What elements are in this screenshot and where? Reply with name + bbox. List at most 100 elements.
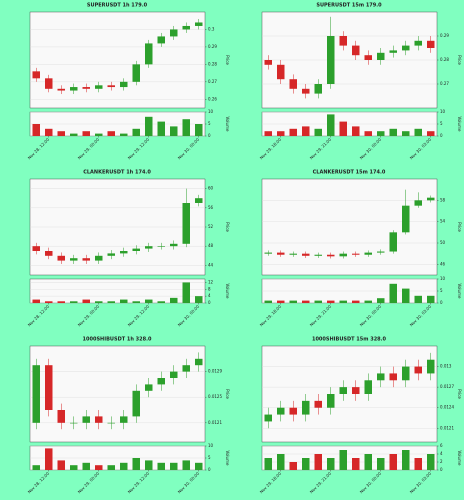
- volume-bar: [107, 301, 115, 303]
- volume-bar: [377, 131, 385, 136]
- volume-bar: [120, 299, 128, 303]
- candle-body: [95, 85, 103, 89]
- price-plot-area: [29, 11, 206, 109]
- volume-bar: [339, 450, 347, 470]
- volume-bar: [289, 128, 297, 136]
- candle-body: [264, 252, 272, 254]
- candle-body: [314, 400, 322, 408]
- candle-body: [302, 253, 310, 256]
- volume-bar: [107, 131, 115, 136]
- x-tick-label: Nov 29, 21:00: [309, 304, 333, 328]
- volume-bar: [157, 462, 165, 470]
- volume-bar: [327, 300, 335, 303]
- candle-body: [414, 366, 422, 374]
- candle-body: [327, 36, 335, 84]
- candle-body: [195, 22, 203, 26]
- volume-bar: [402, 450, 410, 470]
- candle-body: [402, 205, 410, 233]
- y-tick-label: 0.29: [440, 33, 449, 38]
- volume-tick-label: 0: [208, 467, 211, 472]
- volume-bar: [364, 300, 372, 303]
- volume-bar: [414, 128, 422, 136]
- volume-plot-area: [261, 445, 438, 471]
- volume-bar: [277, 131, 285, 136]
- volume-bar: [364, 454, 372, 470]
- volume-bar: [82, 462, 90, 470]
- volume-bar: [70, 133, 78, 136]
- candle-body: [120, 251, 128, 254]
- volume-tick-label: 2: [440, 459, 443, 464]
- y-axis-label: Price: [457, 55, 462, 65]
- x-tick-label: Nov 30, 00:00: [359, 471, 383, 495]
- candle-body: [107, 422, 115, 424]
- chart-title: CLANKERUSDT 1h 174.0: [83, 170, 151, 176]
- y-axis-label: Price: [225, 55, 230, 65]
- volume-tick-label: 5: [440, 288, 443, 293]
- candle-body: [170, 243, 178, 247]
- candle-body: [70, 422, 78, 424]
- candle-body: [107, 253, 115, 256]
- candle-body: [364, 380, 372, 394]
- x-tick-label: Nov 29, 00:00: [77, 137, 101, 161]
- y-tick-label: 50: [440, 240, 446, 245]
- volume-bar: [182, 282, 190, 303]
- x-tick-label: Nov 28, 12:00: [27, 137, 51, 161]
- candle-body: [414, 40, 422, 46]
- volume-bar: [132, 301, 140, 303]
- candle-body: [327, 254, 335, 257]
- volume-bar: [82, 131, 90, 136]
- candle-body: [302, 88, 310, 94]
- volume-bar: [95, 301, 103, 303]
- volume-tick-label: 10: [440, 109, 446, 114]
- candle-body: [82, 87, 90, 89]
- candle-body: [132, 390, 140, 417]
- x-tick-label: Nov 28, 12:00: [27, 471, 51, 495]
- volume-bar: [170, 462, 178, 470]
- y-axis-label: Price: [225, 389, 230, 399]
- candle-body: [70, 87, 78, 91]
- volume-bar: [45, 128, 53, 136]
- volume-tick-label: 0: [208, 300, 211, 305]
- volume-bar: [32, 299, 40, 303]
- candle-body: [32, 71, 40, 79]
- price-plot-area: [261, 345, 438, 443]
- volume-bar: [314, 454, 322, 470]
- volume-bar: [132, 128, 140, 136]
- volume-bar: [389, 283, 397, 303]
- volume-bar: [57, 460, 65, 470]
- y-axis-label: Price: [457, 222, 462, 232]
- candle-body: [45, 78, 53, 89]
- y-tick-label: 48: [208, 243, 214, 248]
- volume-bar: [389, 454, 397, 470]
- x-tick-label: Nov 30, 00:00: [177, 471, 201, 495]
- volume-bar: [277, 454, 285, 470]
- volume-bar: [57, 301, 65, 303]
- chart-panel: SUPERUSDT 15m 179.0 0.27 0.28 0.29 0 5 10 Price…: [259, 3, 462, 161]
- candle-body: [339, 387, 347, 394]
- candle-body: [157, 378, 165, 385]
- volume-bar: [352, 126, 360, 136]
- chart-panel: 1000SHIBUSDT 15m 328.0 0.0121 0.0124 0.0127…: [259, 337, 462, 495]
- volume-bar: [157, 301, 165, 303]
- y-tick-label: 44: [208, 262, 214, 267]
- volume-bar: [45, 448, 53, 470]
- candle-body: [427, 359, 435, 374]
- volume-bar: [32, 124, 40, 136]
- volume-bar: [402, 131, 410, 136]
- volume-bar: [170, 126, 178, 136]
- volume-bar: [302, 300, 310, 303]
- volume-axis-label: Volume: [457, 117, 462, 132]
- chart-title: SUPERUSDT 15m 179.0: [316, 3, 382, 9]
- volume-tick-label: 5: [208, 455, 211, 460]
- candle-body: [277, 407, 285, 415]
- x-tick-label: Nov 29, 12:00: [127, 471, 151, 495]
- volume-tick-label: 10: [208, 109, 214, 114]
- volume-bar: [352, 458, 360, 470]
- chart-panel: SUPERUSDT 1h 179.0 0.26 0.27 0.28 0.29 0.3 0 5 1…: [27, 3, 230, 161]
- candle-body: [182, 25, 190, 30]
- y-tick-label: 56: [208, 205, 214, 210]
- chart-panel: CLANKERUSDT 1h 174.0444852566004812Price…: [27, 170, 230, 328]
- volume-tick-label: 0: [440, 133, 443, 138]
- candle-body: [339, 36, 347, 46]
- volume-bar: [352, 300, 360, 303]
